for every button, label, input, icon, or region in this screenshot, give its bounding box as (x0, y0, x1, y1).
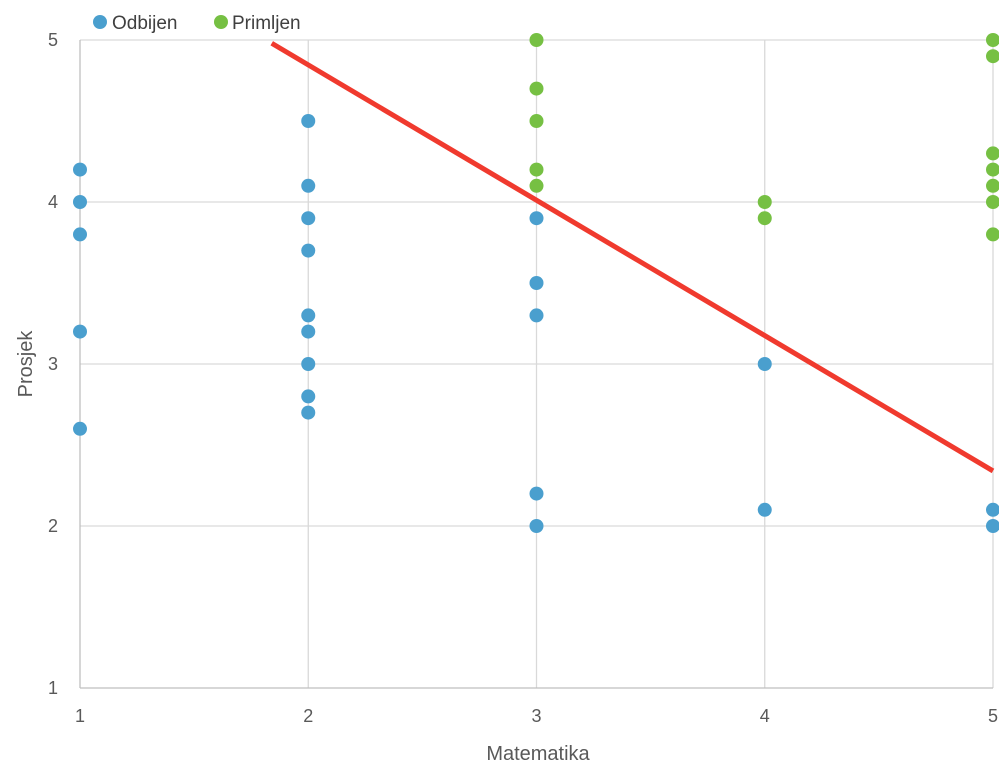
x-tick-label: 2 (303, 706, 313, 726)
point-odbijen (301, 114, 316, 128)
point-primljen (986, 178, 999, 193)
point-odbijen (757, 502, 772, 517)
point-odbijen (529, 276, 544, 290)
point-odbijen (301, 308, 316, 323)
point-odbijen (757, 357, 772, 371)
y-tick-label: 4 (48, 192, 58, 212)
legend-marker-odbijen (93, 15, 107, 29)
point-primljen (986, 162, 999, 177)
point-odbijen (73, 227, 87, 242)
y-tick-label: 3 (48, 354, 58, 374)
point-odbijen (73, 324, 87, 339)
point-odbijen (986, 502, 999, 517)
point-odbijen (301, 243, 316, 258)
point-primljen (986, 195, 999, 209)
point-odbijen (301, 389, 316, 404)
point-odbijen (301, 357, 316, 371)
y-tick-label: 2 (48, 516, 58, 536)
point-odbijen (529, 308, 544, 323)
legend-label-odbijen: Odbijen (112, 13, 178, 34)
point-primljen (757, 211, 772, 226)
point-primljen (986, 33, 999, 47)
point-primljen (529, 114, 544, 128)
y-axis-title: Prosjek (15, 330, 37, 398)
point-odbijen (301, 405, 316, 420)
point-primljen (757, 195, 772, 209)
legend-marker-primljen (214, 15, 228, 29)
tick-labels: 1 2 3 4 5 1 2 3 4 5 (48, 30, 998, 726)
point-primljen (986, 49, 999, 64)
x-tick-label: 3 (531, 706, 541, 726)
x-tick-label: 4 (760, 706, 770, 726)
point-odbijen (301, 324, 316, 339)
point-primljen (986, 146, 999, 161)
point-odbijen (73, 421, 87, 436)
y-tick-label: 5 (48, 30, 58, 50)
point-primljen (529, 162, 544, 177)
x-tick-label: 1 (75, 706, 85, 726)
point-primljen (986, 227, 999, 242)
point-odbijen (73, 195, 87, 209)
x-axis-title: Matematika (486, 743, 590, 765)
decision-line (270, 41, 995, 474)
point-primljen (529, 33, 544, 47)
point-odbijen (986, 519, 999, 533)
x-tick-label: 5 (988, 706, 998, 726)
decision-line-layer (270, 41, 995, 474)
point-odbijen (301, 178, 316, 193)
legend: Odbijen Primljen (93, 13, 301, 34)
point-primljen (529, 178, 544, 193)
grid (80, 39, 994, 688)
points-layer (73, 33, 999, 533)
point-odbijen (529, 211, 544, 226)
legend-label-primljen: Primljen (232, 13, 301, 34)
point-odbijen (73, 162, 87, 177)
point-odbijen (301, 211, 316, 226)
y-tick-label: 1 (48, 678, 58, 698)
point-odbijen (529, 519, 544, 533)
point-odbijen (529, 486, 544, 501)
point-primljen (529, 81, 544, 96)
axes (79, 40, 993, 689)
